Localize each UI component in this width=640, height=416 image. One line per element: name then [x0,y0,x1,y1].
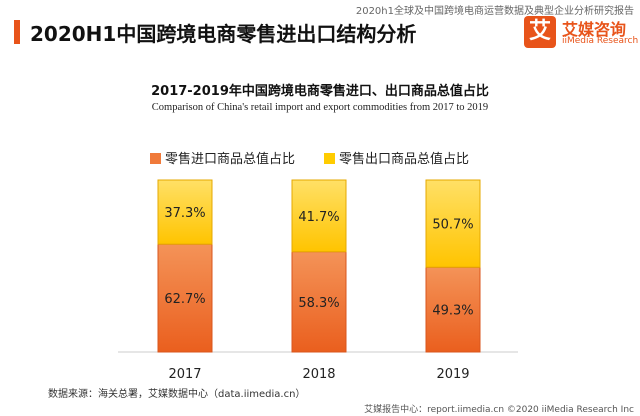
footer-credit: 艾媒报告中心：report.iimedia.cn ©2020 iiMedia R… [364,405,634,415]
legend-item-import: 零售进口商品总值占比 [150,148,295,167]
legend-label-export: 零售出口商品总值占比 [339,152,470,167]
data-label-import-2017: 62.7% [164,292,205,307]
x-tick-label-2019: 2019 [436,367,469,382]
legend-swatch-import [150,153,161,164]
data-label-export-2017: 37.3% [164,206,205,221]
x-tick-label-2018: 2018 [302,367,335,382]
bar-export-2018 [291,179,347,253]
data-label-export-2019: 50.7% [432,218,473,233]
legend-swatch-export [324,153,335,164]
chart-title: 2017-2019年中国跨境电商零售进口、出口商品总值占比 [151,84,489,99]
data-label-import-2018: 58.3% [298,296,339,311]
x-tick-label-2017: 2017 [168,367,201,382]
bar-import-2019 [425,266,481,353]
data-label-export-2018: 41.7% [298,210,339,225]
chart-subtitle: Comparison of China's retail import and … [151,102,489,113]
bar-export-2019 [425,179,481,268]
bar-import-2017 [157,243,213,353]
data-source: 数据来源：海关总署，艾媒数据中心（data.iimedia.cn） [48,389,306,400]
legend-label-import: 零售进口商品总值占比 [165,152,296,167]
logo-mark: 艾 [524,16,556,48]
iimedia-logo: 艾 艾媒咨询 iiMedia Research [524,16,638,50]
logo-name-cn: 艾媒咨询 [562,20,627,39]
title-accent-bar [14,20,20,44]
bar-import-2018 [291,251,347,353]
logo-name-en: iiMedia Research [562,36,639,46]
report-name: 2020h1全球及中国跨境电商运营数据及典型企业分析研究报告 [355,6,634,17]
bar-export-2017 [157,179,213,245]
page-title: 2020H1中国跨境电商零售进出口结构分析 [30,22,417,46]
legend-item-export: 零售出口商品总值占比 [324,148,469,167]
data-label-import-2019: 49.3% [432,304,473,319]
